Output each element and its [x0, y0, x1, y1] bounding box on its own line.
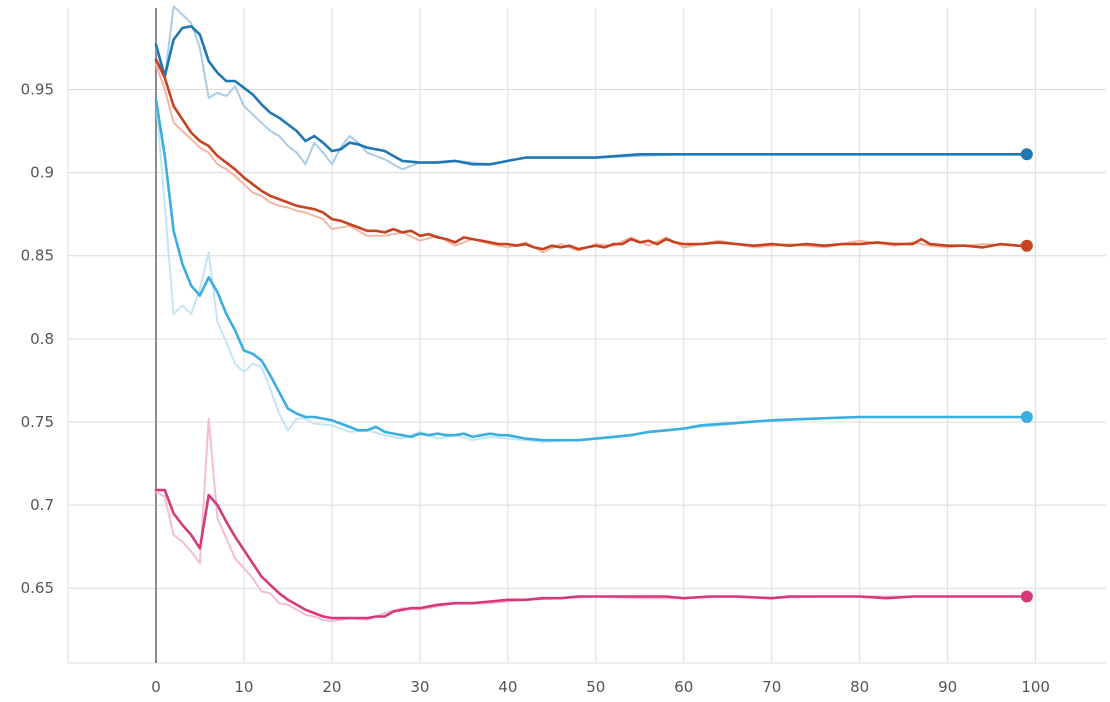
x-tick-label: 0	[151, 678, 161, 696]
x-tick-label: 100	[1021, 678, 1050, 696]
series-4-line	[154, 488, 1029, 620]
x-tick-label: 10	[234, 678, 253, 696]
x-tick-label: 90	[938, 678, 957, 696]
series-2-raw-line	[155, 63, 1028, 254]
x-tick-label: 80	[850, 678, 869, 696]
series-3-line	[154, 98, 1029, 442]
x-tick-label: 20	[322, 678, 341, 696]
y-tick-label: 0.65	[21, 579, 54, 597]
grid	[67, 8, 1106, 664]
series-1-raw-line	[155, 5, 1028, 171]
y-tick-label: 0.9	[30, 164, 54, 182]
axes: 0 10 20 30 40 50 60 70 80 90 100 0.65 0.7 0.75 0.8 0.85…	[21, 8, 1050, 696]
series-3-end-point	[1020, 410, 1033, 423]
y-tick-label: 0.8	[30, 330, 54, 348]
x-tick-label: 30	[410, 678, 429, 696]
x-tick-label: 60	[674, 678, 693, 696]
series-2-line	[154, 58, 1029, 251]
y-tick-label: 0.7	[30, 496, 54, 514]
series-4-raw-line	[155, 417, 1028, 623]
series-2-end-point	[1020, 239, 1033, 252]
y-tick-label: 0.95	[21, 80, 54, 98]
x-tick-label: 70	[762, 678, 781, 696]
series-3-raw-line	[155, 98, 1028, 443]
series-1-line	[154, 25, 1029, 166]
series-lines	[154, 5, 1033, 623]
x-tick-label: 40	[498, 678, 517, 696]
x-tick-label: 50	[586, 678, 605, 696]
series-1-end-point	[1020, 148, 1033, 161]
series-4-end-point	[1020, 590, 1033, 603]
y-tick-label: 0.85	[21, 247, 54, 265]
y-tick-label: 0.75	[21, 413, 54, 431]
